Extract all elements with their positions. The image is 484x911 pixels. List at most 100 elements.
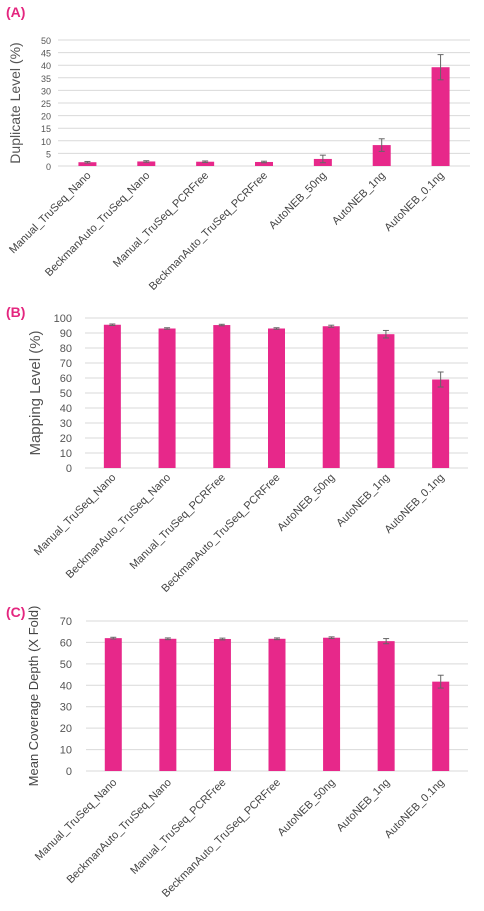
y-tick-label: 20 (60, 723, 72, 735)
error-bar (110, 636, 117, 640)
category-label: AutoNEB_1ng (330, 170, 388, 228)
y-axis-label: Duplicate Level (%) (7, 42, 23, 163)
error-bar (437, 54, 444, 81)
y-tick-label: 50 (60, 388, 72, 400)
y-tick-label: 35 (41, 74, 51, 84)
bar (255, 161, 273, 166)
error-bar (328, 324, 335, 328)
error-bar (109, 323, 116, 326)
y-tick-label: 20 (41, 112, 51, 122)
error-bar (218, 323, 225, 327)
error-bar (383, 638, 390, 645)
y-tick-label: 60 (60, 637, 72, 649)
bar (377, 641, 395, 771)
bar (372, 145, 391, 166)
error-bar (84, 160, 91, 164)
y-tick-label: 45 (41, 49, 51, 59)
bar (431, 67, 450, 166)
y-axis-label: Mapping Level (%) (27, 330, 44, 455)
y-tick-label: 0 (66, 766, 72, 778)
y-tick-label: 90 (60, 328, 72, 340)
y-tick-label: 10 (60, 448, 72, 460)
y-tick-label: 50 (41, 36, 51, 46)
category-label: Manual_TruSeq_PCRFree (128, 777, 228, 877)
error-bar (219, 637, 226, 641)
panel-label: (A) (6, 4, 26, 20)
error-bar (274, 637, 280, 641)
category-label: AutoNEB_1ng (334, 777, 392, 835)
bar (432, 681, 450, 771)
category-label: AutoNEB_1ng (334, 472, 392, 530)
category-label: BeckmanAuto_TruSeq_Nano (43, 170, 152, 279)
category-label: BeckmanAuto_TruSeq_PCRFree (147, 170, 270, 293)
error-bar (273, 327, 280, 330)
category-label: BeckmanAuto_TruSeq_PCRFree (160, 777, 283, 900)
panel-a: (A) 0 5 10 15 20 25 30 35 40 45 50 Duplicate Level … (0, 0, 484, 300)
category-label: AutoNEB_50ng (275, 472, 337, 534)
category-label: BeckmanAuto_TruSeq_PCRFree (159, 472, 282, 595)
y-tick-label: 70 (60, 358, 72, 370)
error-bar (319, 154, 326, 164)
bar (432, 379, 450, 468)
bar (196, 161, 215, 166)
bar (213, 639, 231, 771)
y-tick-label: 5 (46, 149, 51, 159)
y-tick-label: 70 (60, 616, 72, 628)
bar (103, 324, 121, 468)
panel-label: (C) (6, 604, 26, 620)
error-bar (328, 636, 335, 640)
category-label: BeckmanAuto_TruSeq_Nano (65, 777, 174, 886)
y-tick-label: 25 (41, 99, 51, 109)
y-tick-label: 10 (60, 745, 72, 757)
bar (159, 638, 177, 771)
y-tick-label: 40 (60, 680, 72, 692)
y-tick-label: 0 (66, 463, 72, 475)
category-label: Manual_TruSeq_PCRFree (128, 472, 228, 572)
y-tick-label: 100 (54, 313, 72, 325)
panel-b: (B) 0 10 20 30 40 50 60 70 80 90 100 Mapping Level … (0, 300, 484, 600)
y-tick-label: 10 (41, 137, 51, 147)
error-bar (437, 674, 444, 689)
bar (213, 325, 231, 468)
bar (322, 326, 340, 468)
category-label: AutoNEB_0.1ng (382, 472, 446, 536)
error-bar (164, 637, 171, 641)
category-label: AutoNEB_50ng (267, 170, 329, 232)
y-tick-label: 20 (60, 433, 72, 445)
y-tick-label: 80 (60, 343, 72, 355)
panel-c: (C) 0 10 20 30 40 50 60 70 Mean Coverage Depth (… (0, 600, 484, 911)
y-tick-label: 30 (60, 418, 72, 430)
y-tick-label: 30 (60, 702, 72, 714)
y-tick-label: 40 (41, 61, 51, 71)
y-tick-label: 30 (41, 86, 51, 96)
bar (137, 161, 156, 166)
mean-coverage-depth-chart: 0 10 20 30 40 50 60 70 Mean Coverage Depth (X Fo… (26, 606, 468, 900)
error-bar (382, 329, 389, 339)
error-bar (378, 138, 385, 152)
panel-label: (B) (6, 304, 26, 320)
bar (104, 638, 122, 771)
category-label: AutoNEB_50ng (276, 777, 338, 839)
bar (268, 328, 285, 468)
bar (268, 638, 286, 771)
bar (78, 162, 97, 166)
error-bar (437, 371, 444, 388)
category-label: Manual_TruSeq_PCRFree (111, 170, 211, 270)
y-tick-label: 15 (41, 124, 51, 134)
error-bar (143, 160, 150, 163)
y-tick-label: 60 (60, 373, 72, 385)
bar (323, 637, 341, 771)
category-label: AutoNEB_0.1ng (382, 170, 446, 234)
bar (377, 334, 395, 468)
mapping-level-chart: 0 10 20 30 40 50 60 70 80 90 100 Mapping Level (%) M… (27, 313, 468, 595)
duplicate-level-chart: 0 5 10 15 20 25 30 35 40 45 50 Duplicate Level (%) M… (7, 36, 470, 293)
error-bar (202, 160, 209, 163)
y-tick-label: 40 (60, 403, 72, 415)
error-bar (261, 160, 267, 164)
y-tick-label: 50 (60, 659, 72, 671)
y-tick-label: 0 (46, 162, 51, 172)
y-axis-label: Mean Coverage Depth (X Fold) (26, 606, 41, 787)
category-label: BeckmanAuto_TruSeq_Nano (64, 472, 173, 581)
error-bar (164, 327, 171, 330)
category-label: AutoNEB_0.1ng (383, 777, 447, 841)
